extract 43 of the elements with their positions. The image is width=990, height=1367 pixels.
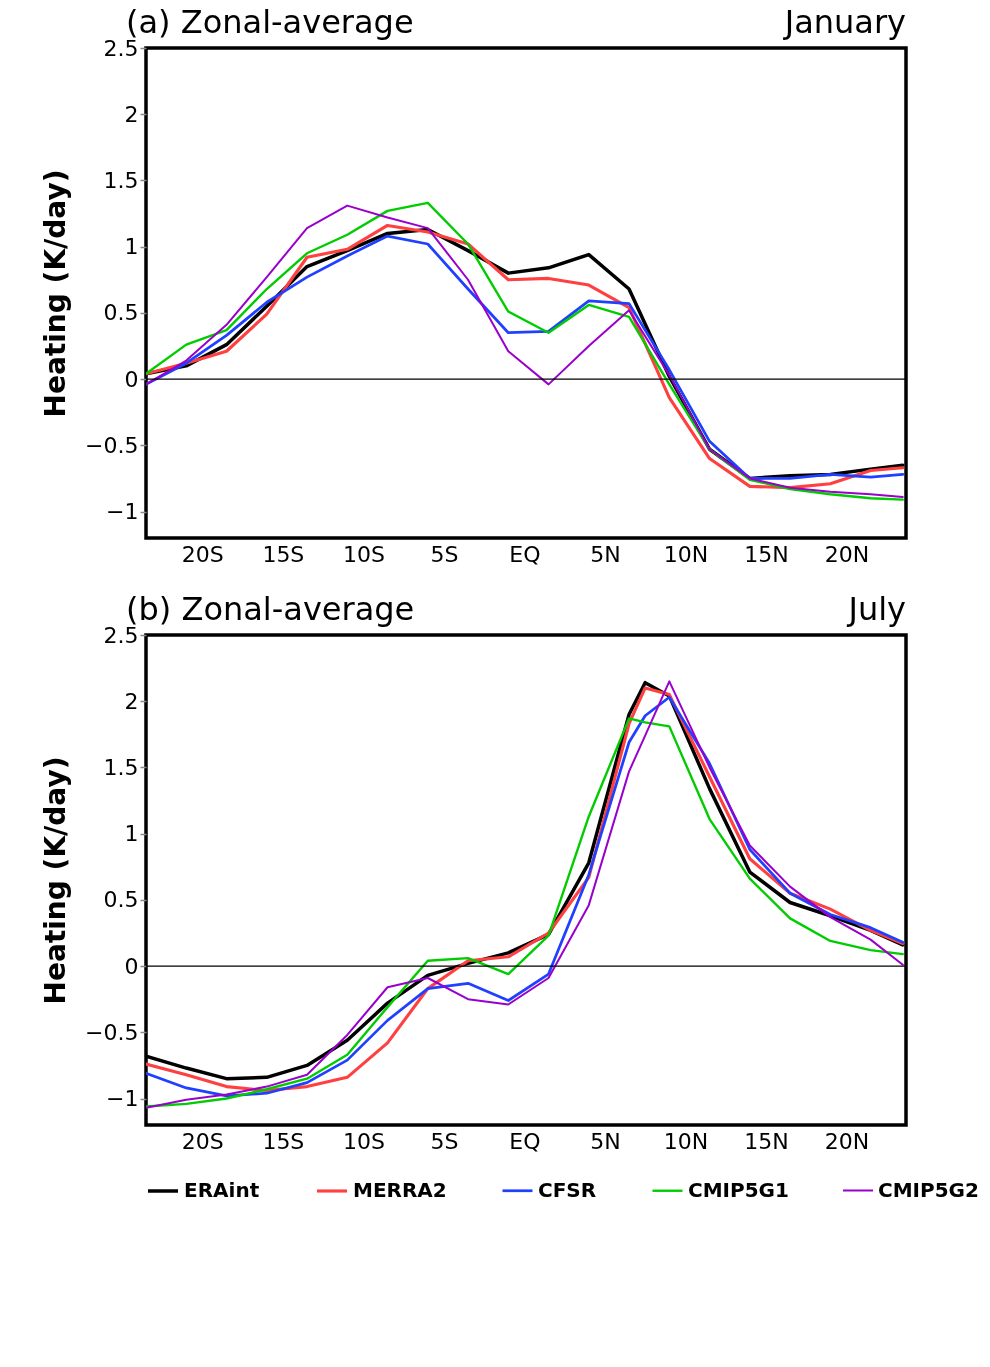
- y-tick-label: −0.5: [85, 1019, 139, 1045]
- y-tick-label: −1: [106, 1086, 139, 1112]
- y-tick-label: 0: [124, 953, 139, 979]
- legend-label: CMIP5G1: [688, 1177, 789, 1202]
- x-tick-label: 10N: [663, 541, 709, 567]
- legend-label: CMIP5G2: [878, 1177, 979, 1202]
- y-axis-title: Heating (K/day): [39, 756, 73, 1005]
- x-tick-label: 15S: [262, 541, 305, 567]
- x-tick-label: 10S: [342, 1128, 385, 1154]
- x-tick-label: EQ: [509, 1128, 541, 1154]
- x-tick-label: 20S: [181, 541, 224, 567]
- legend-label: ERAint: [184, 1178, 260, 1202]
- y-tick-label: −1: [106, 499, 139, 525]
- y-tick-label: 1: [124, 821, 139, 847]
- x-tick-label: 20N: [824, 1128, 870, 1154]
- y-tick-label: 0.5: [103, 887, 139, 913]
- y-tick-label: 0.5: [103, 300, 139, 326]
- x-tick-label: 5N: [590, 1128, 621, 1154]
- legend-label: CFSR: [538, 1177, 597, 1202]
- x-tick-label: 5S: [430, 541, 459, 567]
- y-tick-label: 0: [124, 366, 139, 392]
- text: July: [846, 590, 906, 628]
- x-tick-label: 10S: [342, 541, 385, 567]
- x-tick-label: 5N: [590, 541, 621, 567]
- y-tick-label: −0.5: [85, 432, 139, 458]
- x-tick-label: 5S: [430, 1128, 459, 1154]
- x-tick-label: 15N: [744, 541, 789, 567]
- x-tick-label: 10N: [663, 1128, 709, 1154]
- y-tick-label: 1.5: [103, 754, 139, 780]
- y-tick-label: 1: [124, 234, 139, 260]
- chart-title: (a) Zonal-average: [126, 3, 414, 41]
- y-axis-title: Heating (K/day): [39, 169, 73, 418]
- chart-title: (b) Zonal-average: [126, 590, 415, 628]
- x-tick-label: 20N: [824, 541, 870, 567]
- x-tick-label: 20S: [181, 1128, 224, 1154]
- y-tick-label: 1.5: [103, 167, 139, 193]
- x-tick-label: 15S: [262, 1128, 305, 1154]
- y-tick-label: 2: [124, 688, 139, 714]
- legend-label: MERRA2: [353, 1178, 447, 1202]
- x-tick-label: 15N: [744, 1128, 789, 1154]
- y-tick-label: 2: [124, 101, 139, 127]
- text: January: [782, 3, 906, 41]
- x-tick-label: EQ: [509, 541, 541, 567]
